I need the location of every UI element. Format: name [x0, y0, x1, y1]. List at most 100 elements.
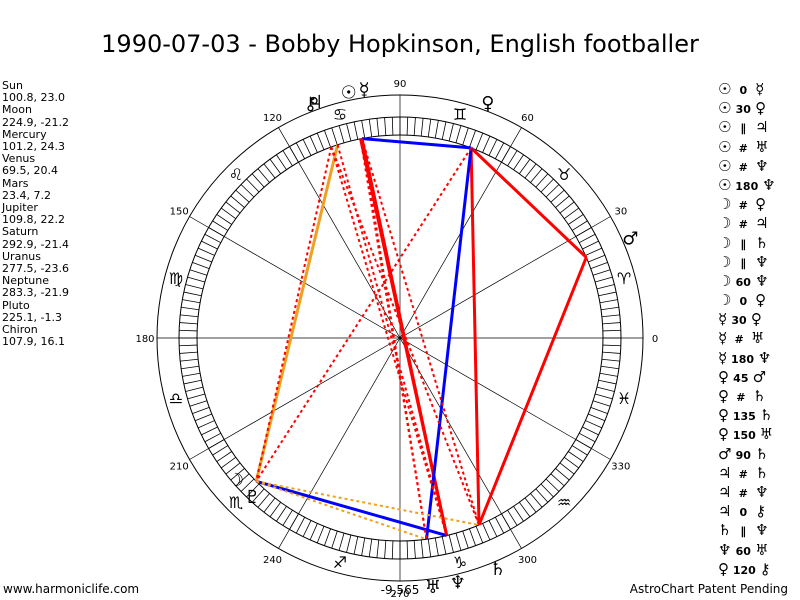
band-tick [192, 407, 210, 414]
aspect-line-chiron-neptune [336, 144, 448, 536]
band-tick [384, 540, 387, 559]
aspect-row: ☽ 60 ♆ [718, 272, 800, 291]
band-tick [448, 534, 454, 553]
band-tick [183, 291, 202, 297]
aspect-type: 30 [735, 103, 751, 117]
band-tick [189, 400, 208, 407]
band-tick [599, 299, 618, 304]
aspect-type: 30 [731, 314, 747, 328]
band-tick [263, 497, 276, 513]
band-tick [189, 269, 208, 276]
website-link[interactable]: www.harmoniclife.com [3, 582, 140, 596]
aspect-row: ☿ # ♅ [718, 329, 800, 348]
band-tick [246, 178, 260, 193]
aspect-row: ☉ 30 ♀ [718, 99, 800, 118]
band-tick [598, 379, 617, 385]
aspect-row: ☿ 180 ♆ [718, 349, 800, 368]
aspect-line-sun-saturn [361, 138, 480, 526]
band-tick [588, 254, 606, 263]
band-tick [427, 119, 432, 138]
band-tick [406, 540, 409, 559]
band-tick [309, 523, 318, 541]
band-tick [550, 473, 565, 487]
aspect-planet-b-icon: ♀ [755, 99, 767, 118]
aspect-planet-a-icon: ☉ [718, 156, 732, 175]
aspect-planet-a-icon: ♄ [718, 521, 732, 540]
band-tick [251, 488, 265, 503]
planet-coords-neptune: 283.3, -21.9 [2, 286, 69, 300]
band-tick [596, 386, 615, 392]
aspect-type: # [738, 218, 748, 232]
band-tick [192, 262, 210, 269]
aspect-line-mercury-neptune [359, 138, 449, 536]
band-tick [216, 214, 232, 225]
aspect-row: ☽ ∥ ♄ [718, 234, 800, 253]
zodiac-sign-icon: ♉ [557, 165, 571, 184]
aspect-planet-b-icon: ♀ [755, 291, 767, 310]
band-tick [455, 125, 462, 143]
degree-label: 180 [135, 334, 154, 345]
band-tick [353, 536, 359, 555]
band-tick [579, 233, 596, 244]
planet-name-mercury: Mercury [2, 127, 47, 141]
band-tick [220, 207, 237, 220]
band-tick [602, 329, 621, 332]
aspect-line-venus-uranus [425, 147, 473, 540]
aspect-planet-a-icon: ♀ [718, 406, 729, 425]
band-tick [568, 451, 584, 462]
band-tick [368, 538, 373, 557]
planet-name-jupiter: Jupiter [2, 201, 38, 215]
band-tick [420, 118, 424, 137]
aspect-type: 60 [735, 544, 751, 558]
aspect-line-moon-uranus [255, 480, 427, 541]
band-tick [180, 314, 199, 318]
aspect-planet-a-icon: ♀ [718, 425, 729, 444]
band-tick [592, 269, 611, 276]
aspect-planet-a-icon: ♃ [718, 463, 732, 482]
band-tick [246, 483, 260, 498]
aspect-planet-b-icon: ♆ [755, 482, 769, 501]
band-tick [530, 168, 543, 183]
band-tick [331, 127, 338, 146]
aspect-type: # [736, 391, 746, 404]
aspect-type: ∥ [740, 256, 747, 270]
aspect-row: ♀ 150 ♅ [718, 425, 800, 444]
band-tick [183, 379, 202, 385]
band-tick [384, 117, 387, 136]
band-tick [513, 154, 524, 170]
aspect-planet-a-icon: ☿ [718, 310, 728, 329]
aspect-row: ☿ 30 ♀ [718, 310, 800, 329]
band-tick [269, 501, 282, 518]
degree-label: 90 [394, 79, 407, 90]
aspect-planet-b-icon: ♄ [755, 233, 769, 252]
aspect-planet-a-icon: ♀ [718, 387, 729, 405]
band-tick [220, 456, 237, 469]
band-tick [257, 168, 270, 183]
aspect-planet-b-icon: ☿ [755, 80, 765, 98]
aspect-planet-a-icon: ♀ [718, 367, 729, 386]
band-tick [282, 509, 293, 526]
band-tick [179, 351, 198, 354]
planet-name-pluto: Pluto [2, 298, 30, 312]
planet-coords-chiron: 107.9, 16.1 [2, 335, 65, 349]
aspect-line-moon-saturn [256, 480, 480, 526]
zodiac-sign-icon: ♓ [617, 389, 631, 408]
aspect-planet-a-icon: ☽ [718, 233, 732, 252]
moon-icon: ☽ [228, 470, 244, 491]
aspect-row: ♆ 60 ♅ [718, 541, 800, 560]
aspect-planet-a-icon: ☽ [718, 271, 732, 290]
aspect-type: # [738, 486, 748, 500]
mercury-icon: ☿ [359, 80, 370, 101]
aspect-planet-b-icon: ♆ [757, 348, 772, 367]
band-tick [187, 393, 205, 400]
band-tick [469, 130, 476, 148]
band-tick [448, 123, 454, 142]
aspect-row: ♀ # ♄ [718, 387, 800, 406]
planet-position-list: Sun 100.8, 23.0 Moon 224.9, -21.2 Mercury 101… [2, 79, 92, 349]
band-tick [579, 432, 596, 443]
planet-coords-saturn: 292.9, -21.4 [2, 237, 69, 251]
band-tick [302, 139, 312, 156]
sign-spoke [189, 216, 611, 460]
band-tick [602, 322, 621, 325]
band-tick [482, 523, 491, 541]
